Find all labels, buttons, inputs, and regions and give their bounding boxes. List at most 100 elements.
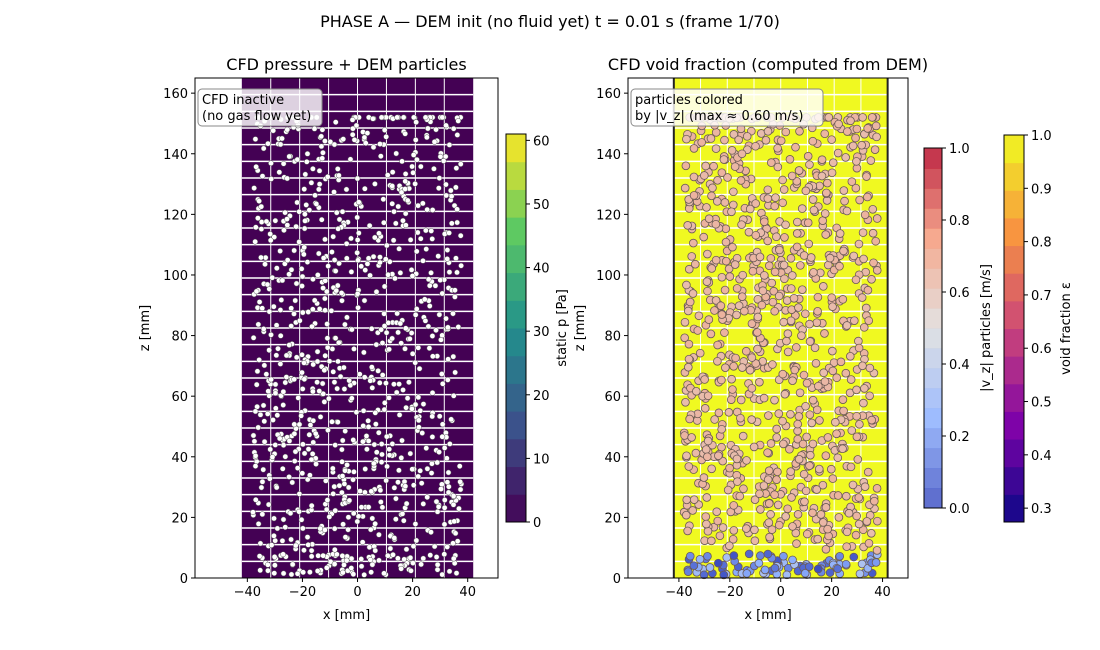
particle (863, 192, 872, 202)
particle (852, 432, 862, 442)
particle (727, 146, 737, 155)
particle (858, 361, 867, 371)
colorbar-segment (924, 368, 942, 389)
particle (351, 468, 357, 475)
particle (806, 253, 816, 262)
particle (854, 493, 864, 502)
y-tick-label: 0 (180, 572, 188, 587)
particle (319, 155, 326, 162)
particle (355, 230, 362, 236)
particle (719, 155, 729, 164)
particle (398, 340, 405, 347)
particle (310, 417, 317, 424)
particle (380, 196, 387, 203)
particle (805, 450, 815, 460)
particle (707, 191, 716, 201)
particle (367, 272, 373, 279)
particle (299, 386, 306, 392)
particle (372, 520, 378, 527)
particle (284, 126, 291, 133)
particle (794, 166, 804, 175)
particle (347, 156, 354, 163)
particle (770, 306, 779, 316)
particle (379, 372, 386, 378)
colorbar-segment (924, 268, 942, 289)
colorbar-segment (1004, 300, 1024, 329)
particle (407, 450, 414, 457)
particle (444, 544, 451, 550)
particle (284, 222, 291, 228)
particle (834, 513, 844, 522)
particle (450, 125, 457, 132)
particle (733, 477, 742, 486)
y-tick-label: 100 (163, 269, 188, 284)
particle (316, 306, 323, 312)
particle (252, 238, 259, 245)
particle (702, 277, 712, 286)
particle (381, 399, 388, 406)
particle (330, 233, 337, 240)
particle (343, 240, 350, 247)
particle (407, 554, 414, 561)
particle (392, 275, 398, 282)
particle (368, 488, 375, 495)
particle (320, 390, 327, 397)
particle (310, 165, 316, 172)
particle (766, 510, 775, 519)
particle (423, 246, 430, 252)
particle (366, 222, 373, 229)
particle (805, 319, 814, 329)
particle (713, 558, 723, 568)
colorbar-segment (1004, 356, 1024, 385)
particle (426, 303, 433, 309)
particle (339, 553, 346, 559)
particle (824, 113, 834, 122)
particle (305, 309, 312, 315)
particle (280, 160, 287, 167)
particle (695, 348, 705, 358)
particle (741, 346, 751, 356)
particle (783, 347, 793, 357)
particle (860, 210, 870, 220)
particle (252, 452, 259, 459)
particle (402, 171, 409, 177)
particle (781, 220, 790, 230)
particle (306, 431, 313, 438)
particle (773, 162, 783, 172)
particle (804, 239, 814, 249)
particle (682, 495, 692, 505)
particle (273, 484, 280, 491)
particle (857, 293, 867, 302)
particle (322, 352, 329, 359)
particle (724, 264, 734, 274)
particle (748, 266, 758, 276)
particle (729, 551, 739, 560)
particle (301, 376, 308, 383)
colorbar-segment (506, 411, 526, 440)
particle (767, 278, 777, 288)
particle (786, 467, 795, 476)
colorbar-segment (506, 217, 526, 246)
particle (818, 518, 828, 527)
particle (825, 253, 835, 263)
particle (342, 534, 349, 540)
particle (813, 292, 823, 302)
particle (763, 236, 772, 246)
particle (335, 339, 342, 346)
particle (331, 141, 338, 148)
particle (397, 320, 404, 327)
particle (805, 410, 815, 419)
particle (863, 467, 873, 477)
particle (402, 178, 409, 185)
particle (820, 377, 830, 386)
y-tick-label: 140 (596, 148, 621, 163)
particle (331, 189, 337, 195)
particle (852, 124, 862, 134)
particle (434, 459, 441, 466)
particle (386, 394, 392, 401)
particle (791, 142, 800, 152)
particle (796, 261, 805, 270)
particle (793, 217, 802, 227)
particle (750, 536, 760, 546)
particle (413, 306, 420, 312)
